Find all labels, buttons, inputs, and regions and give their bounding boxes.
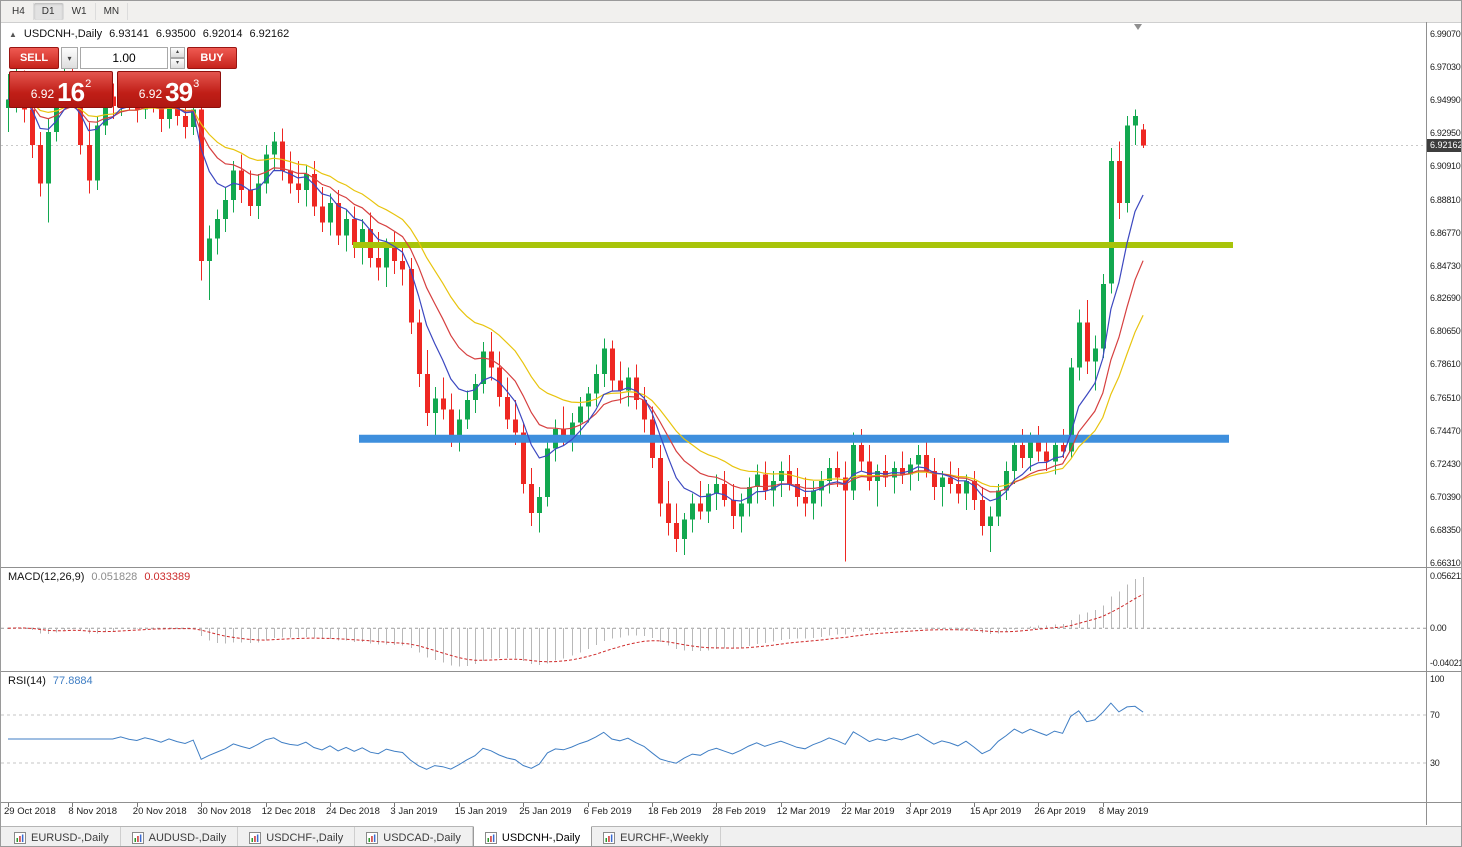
ask-pips: 39 [165,77,193,107]
rsi-line [8,702,1144,770]
buy-price-box[interactable]: 6.92 39 3 [117,71,221,108]
chart-icon [484,831,497,844]
timeframe-button-d1[interactable]: D1 [33,3,64,20]
rsi-value: 77.8884 [52,675,93,687]
chart-tab-eurchf[interactable]: EURCHF-,Weekly [592,827,721,846]
trade-price-row: 6.92 16 2 6.92 39 3 [9,71,237,108]
ma-slow-line [7,97,1144,488]
tab-label: USDCHF-,Daily [266,831,344,844]
date-axis-separator [1,802,1461,803]
timeframe-button-h4[interactable]: H4 [4,3,34,20]
chart-tab-usdcnh[interactable]: USDCNH-,Daily [472,826,593,846]
rsi-panel-separator[interactable] [1,671,1461,672]
timeframe-toolbar: H4 D1 W1 MN [1,1,1461,23]
macd-name: MACD(12,26,9) [8,571,85,583]
volume-stepper: ▴ ▾ [170,47,185,69]
ask-prefix: 6.92 [138,87,163,101]
macd-main-value: 0.051828 [91,571,138,583]
bid-point: 2 [85,78,92,90]
trade-controls-row: SELL ▾ ▴ ▾ BUY [9,47,237,69]
macd-indicator-label: MACD(12,26,9) 0.051828 0.033389 [8,571,190,583]
macd-histogram [16,576,1144,667]
tab-label: USDCNH-,Daily [501,831,581,844]
candlestick-series [6,60,1146,562]
chart-icon [14,831,26,844]
macd-signal-line [7,593,1144,663]
chart-icon [131,831,144,844]
buy-button[interactable]: BUY [187,47,237,69]
ohlc-low: 6.92014 [202,28,243,40]
ma-mid-line [7,96,1144,493]
chart-shift-marker-icon[interactable] [1134,24,1142,30]
chart-tab-audusd[interactable]: AUDUSD-,Daily [121,827,239,846]
chevron-down-icon: ▾ [67,53,72,63]
chart-tabs-bar: EURUSD-,Daily AUDUSD-,Daily USDCHF-,Daily U… [1,826,1461,846]
volume-decrease-button[interactable]: ▾ [170,58,185,69]
ohlc-open: 6.93141 [109,28,149,40]
macd-signal-value: 0.033389 [144,571,191,583]
sell-button[interactable]: SELL [9,47,59,69]
timeframe-button-mn[interactable]: MN [96,3,129,20]
chart-icon [366,831,379,844]
volume-increase-button[interactable]: ▴ [170,47,185,58]
bid-prefix: 6.92 [30,87,55,101]
rsi-name: RSI(14) [8,675,46,687]
chart-tab-eurusd[interactable]: EURUSD-,Daily [3,827,121,846]
timeframe-button-w1[interactable]: W1 [64,3,96,20]
chart-symbol-period: USDCNH-,Daily [23,28,103,40]
chart-icon [249,831,262,844]
tab-label: AUDUSD-,Daily [148,831,227,844]
ask-point: 3 [193,78,200,90]
symbol-marker-icon: ▲ [9,29,17,39]
bid-pips: 16 [57,77,85,107]
sell-price-box[interactable]: 6.92 16 2 [9,71,113,108]
ohlc-high: 6.93500 [155,28,196,40]
tab-label: USDCAD-,Daily [383,831,461,844]
ma-fast-line [7,94,1144,502]
tab-label: EURUSD-,Daily [31,831,109,844]
chart-tab-usdchf[interactable]: USDCHF-,Daily [238,827,356,846]
tab-label: EURCHF-,Weekly [620,831,709,844]
macd-panel-separator[interactable] [1,567,1461,568]
chart-icon [603,831,616,844]
price-axis-separator [1426,22,1427,825]
rsi-indicator-label: RSI(14) 77.8884 [8,675,93,687]
volume-dropdown-button[interactable]: ▾ [61,47,78,69]
chart-title: ▲ USDCNH-,Daily 6.93141 6.93500 6.92014 … [9,28,289,40]
chart-tab-usdcad[interactable]: USDCAD-,Daily [355,827,473,846]
volume-input[interactable] [80,47,168,69]
ohlc-close: 6.92162 [249,28,290,40]
